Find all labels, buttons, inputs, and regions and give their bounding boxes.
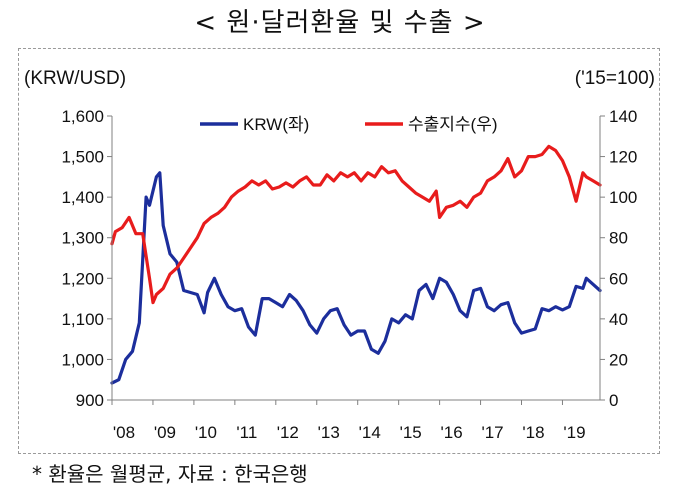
left-axis-tick-label: 1,600 [61,107,104,126]
x-axis-tick-label: '11 [236,423,257,442]
left-axis-tick-label: 1,500 [61,148,104,167]
legend-label-krw: KRW(좌) [243,115,309,134]
dual-axis-line-chart: (KRW/USD) ('15=100) 1,600 1,500 1,400 1,300… [24,68,655,442]
x-axis-tick-label: '14 [359,423,381,442]
left-axis-unit: (KRW/USD) [24,68,126,89]
right-axis-tick-label: 80 [609,229,628,248]
x-axis-tick-label: '12 [277,423,299,442]
x-axis-tick-label: '18 [522,423,544,442]
x-axis-tick-label: '15 [400,423,422,442]
left-axis-tick-label: 1,300 [61,229,104,248]
right-axis-tick-label: 140 [609,107,637,126]
x-axis-tick-label: '13 [318,423,340,442]
x-axis-tick-label: '09 [154,423,176,442]
right-axis-tick-label: 100 [609,188,637,207]
chart-axes: 1,600 1,500 1,400 1,300 1,200 1,100 1,000 900 14… [61,107,637,442]
chart-title: < 원·달러환율 및 수출 > [194,8,486,38]
right-axis-tick-label: 60 [609,269,628,288]
x-axis-tick-label: '08 [113,423,135,442]
x-axis-tick-label: '17 [481,423,503,442]
x-axis-tick-label: '16 [441,423,463,442]
legend-label-export: 수출지수(우) [408,115,498,134]
right-axis-tick-label: 120 [609,148,637,167]
chart-frame [18,48,660,454]
right-axis-tick-label: 20 [609,350,628,369]
left-axis-tick-label: 1,000 [61,350,104,369]
series-lines [110,144,602,385]
left-axis-tick-label: 1,100 [61,310,104,329]
left-axis-tick-label: 1,200 [61,269,104,288]
right-axis-tick-label: 0 [609,391,618,410]
export-index-series-line [110,144,602,305]
x-axis-tick-label: '19 [563,423,585,442]
right-axis-unit: ('15=100) [575,68,655,89]
source-footnote: * 환율은 월평균, 자료 : 한국은행 [32,462,308,486]
x-axis-tick-label: '10 [195,423,217,442]
right-axis-tick-label: 40 [609,310,628,329]
left-axis-tick-label: 900 [76,391,104,410]
chart-legend: KRW(좌) 수출지수(우) [200,115,498,134]
left-axis-tick-label: 1,400 [61,188,104,207]
krw-series-line [110,171,602,385]
